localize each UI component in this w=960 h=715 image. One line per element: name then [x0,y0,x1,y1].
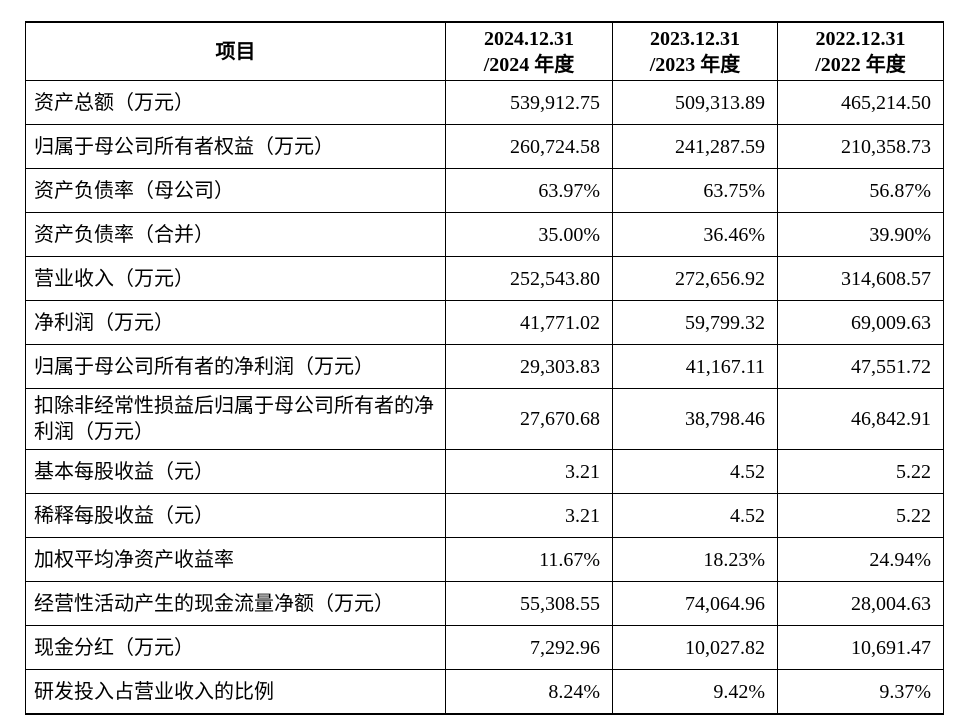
value-cell: 509,313.89 [612,80,778,125]
value-cell: 4.52 [612,493,778,538]
table-row: 研发投入占营业收入的比例 8.24% 9.42% 9.37% [25,669,944,715]
value-cell: 10,691.47 [777,625,944,670]
value-cell: 3.21 [445,449,613,494]
value-cell: 47,551.72 [777,344,944,389]
value-cell: 252,543.80 [445,256,613,301]
value-cell: 55,308.55 [445,581,613,626]
table-row: 归属于母公司所有者的净利润（万元） 29,303.83 41,167.11 47,55… [25,344,944,389]
value-cell: 27,670.68 [445,388,613,450]
value-cell: 260,724.58 [445,124,613,169]
header-2024: 2024.12.31/2024 年度 [445,21,613,81]
header-item-label: 项目 [215,40,256,63]
value-cell: 11.67% [445,537,613,582]
row-label: 归属于母公司所有者的净利润（万元） [25,344,446,389]
row-label: 净利润（万元） [25,300,446,345]
value-cell: 210,358.73 [777,124,944,169]
header-year: /2022 年度 [815,53,906,76]
row-label: 营业收入（万元） [25,256,446,301]
header-item: 项目 [25,21,446,81]
value-cell: 56.87% [777,168,944,213]
value-cell: 314,608.57 [777,256,944,301]
row-label: 现金分红（万元） [25,625,446,670]
value-cell: 29,303.83 [445,344,613,389]
value-cell: 9.37% [777,669,944,715]
value-cell: 4.52 [612,449,778,494]
row-label: 稀释每股收益（元） [25,493,446,538]
value-cell: 241,287.59 [612,124,778,169]
value-cell: 5.22 [777,493,944,538]
value-cell: 8.24% [445,669,613,715]
table-row: 资产负债率（母公司） 63.97% 63.75% 56.87% [25,168,944,213]
table-row: 资产总额（万元） 539,912.75 509,313.89 465,214.50 [25,80,944,125]
value-cell: 10,027.82 [612,625,778,670]
header-2022: 2022.12.31/2022 年度 [777,21,944,81]
header-date: 2022.12.31 [815,27,906,50]
header-2023: 2023.12.31/2023 年度 [612,21,778,81]
value-cell: 36.46% [612,212,778,257]
table-row: 营业收入（万元） 252,543.80 272,656.92 314,608.57 [25,256,944,301]
row-label: 研发投入占营业收入的比例 [25,669,446,715]
table-row: 净利润（万元） 41,771.02 59,799.32 69,009.63 [25,300,944,345]
row-label: 资产负债率（母公司） [25,168,446,213]
value-cell: 63.75% [612,168,778,213]
value-cell: 59,799.32 [612,300,778,345]
value-cell: 7,292.96 [445,625,613,670]
row-label: 基本每股收益（元） [25,449,446,494]
table-row: 现金分红（万元） 7,292.96 10,027.82 10,691.47 [25,625,944,670]
value-cell: 38,798.46 [612,388,778,450]
row-label: 资产总额（万元） [25,80,446,125]
value-cell: 41,771.02 [445,300,613,345]
table-row: 扣除非经常性损益后归属于母公司所有者的净利润（万元） 27,670.68 38,79… [25,388,944,450]
row-label: 加权平均净资产收益率 [25,537,446,582]
header-row: 项目 2024.12.31/2024 年度 2023.12.31/2023 年度… [25,21,944,81]
value-cell: 3.21 [445,493,613,538]
value-cell: 35.00% [445,212,613,257]
value-cell: 69,009.63 [777,300,944,345]
table-row: 资产负债率（合并） 35.00% 36.46% 39.90% [25,212,944,257]
table-row: 基本每股收益（元） 3.21 4.52 5.22 [25,449,944,494]
table-row: 稀释每股收益（元） 3.21 4.52 5.22 [25,493,944,538]
row-label: 扣除非经常性损益后归属于母公司所有者的净利润（万元） [25,388,446,450]
value-cell: 39.90% [777,212,944,257]
header-date: 2024.12.31 [484,27,574,50]
table-row: 加权平均净资产收益率 11.67% 18.23% 24.94% [25,537,944,582]
value-cell: 5.22 [777,449,944,494]
value-cell: 9.42% [612,669,778,715]
value-cell: 539,912.75 [445,80,613,125]
header-year: /2024 年度 [483,53,575,76]
header-year: /2023 年度 [649,53,741,76]
value-cell: 46,842.91 [777,388,944,450]
value-cell: 465,214.50 [777,80,944,125]
table-row: 归属于母公司所有者权益（万元） 260,724.58 241,287.59 210,3… [25,124,944,169]
financial-summary-table: 项目 2024.12.31/2024 年度 2023.12.31/2023 年度… [25,21,944,715]
row-label: 资产负债率（合并） [25,212,446,257]
value-cell: 18.23% [612,537,778,582]
row-label: 经营性活动产生的现金流量净额（万元） [25,581,446,626]
header-date: 2023.12.31 [650,27,740,50]
value-cell: 41,167.11 [612,344,778,389]
value-cell: 28,004.63 [777,581,944,626]
value-cell: 272,656.92 [612,256,778,301]
table-row: 经营性活动产生的现金流量净额（万元） 55,308.55 74,064.96 28,0… [25,581,944,626]
value-cell: 24.94% [777,537,944,582]
value-cell: 74,064.96 [612,581,778,626]
value-cell: 63.97% [445,168,613,213]
row-label: 归属于母公司所有者权益（万元） [25,124,446,169]
